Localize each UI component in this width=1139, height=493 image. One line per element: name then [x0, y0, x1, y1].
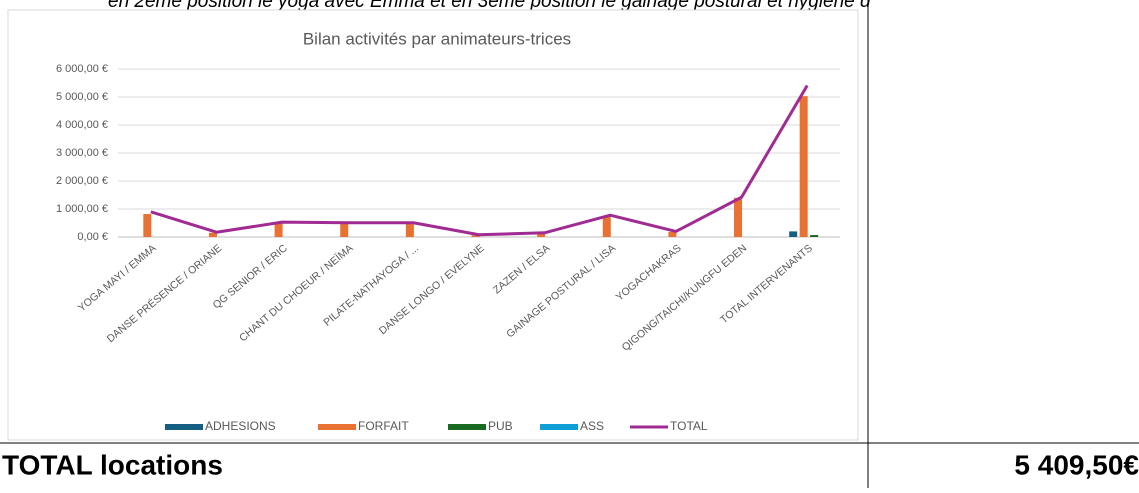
legend-label: PUB	[488, 419, 513, 433]
bar	[537, 233, 546, 237]
legend-label: FORFAIT	[358, 419, 409, 433]
y-tick-label: 6 000,00 €	[56, 63, 108, 75]
bar	[810, 235, 819, 237]
total-label: TOTAL locations	[2, 449, 223, 480]
bar	[405, 223, 414, 237]
legend-swatch	[318, 424, 356, 430]
bar	[789, 231, 798, 237]
bar	[668, 231, 677, 237]
cell-text: en 2ème position le yoga avec Emma et en…	[108, 0, 872, 12]
total-value: 5 409,50€	[1014, 449, 1139, 480]
legend-label: ADHESIONS	[205, 419, 276, 433]
y-tick-label: 1 000,00 €	[56, 203, 108, 215]
legend-label: TOTAL	[670, 419, 708, 433]
y-tick-label: 0,00 €	[77, 231, 108, 243]
legend-swatch	[540, 424, 578, 430]
bar	[274, 223, 283, 237]
bar	[799, 96, 808, 237]
bar	[471, 235, 480, 237]
line	[150, 84, 809, 237]
y-tick-label: 4 000,00 €	[56, 119, 108, 131]
legend-label: ASS	[580, 419, 604, 433]
y-tick-label: 5 000,00 €	[56, 91, 108, 103]
legend-swatch	[448, 424, 486, 430]
chart-title: Bilan activités par animateurs-trices	[303, 29, 571, 48]
legend-swatch	[165, 424, 203, 430]
bar	[602, 215, 611, 237]
bar	[340, 223, 349, 237]
bar	[143, 214, 152, 237]
y-tick-label: 2 000,00 €	[56, 175, 108, 187]
bar	[734, 197, 743, 237]
bar	[208, 232, 217, 237]
y-tick-label: 3 000,00 €	[56, 147, 108, 159]
